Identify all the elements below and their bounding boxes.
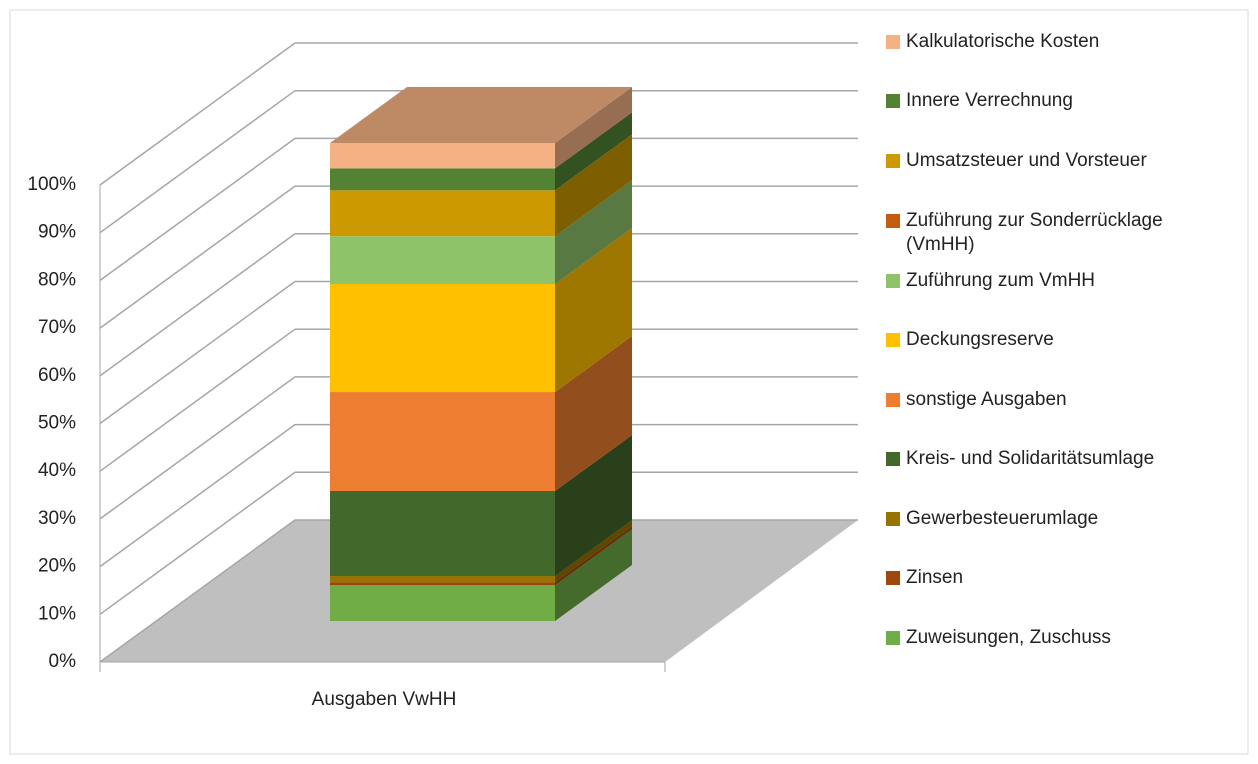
y-tick-label: 60% (38, 365, 76, 386)
legend-swatch (886, 512, 900, 526)
bar-segment (330, 392, 555, 491)
y-tick-label: 50% (38, 413, 76, 434)
legend-label: Umsatzsteuer und Vorsteuer (906, 150, 1147, 171)
legend-label: sonstige Ausgaben (906, 389, 1067, 410)
legend-label: Gewerbesteuerumlage (906, 508, 1099, 529)
bar-segment (330, 143, 555, 169)
legend-label: Zinsen (906, 567, 964, 588)
bar-segment-side (555, 529, 632, 621)
legend-label: Innere Verrechnung (906, 90, 1073, 111)
grid-line (99, 471, 858, 615)
legend-label: Kreis- und Solidaritätsumlage (906, 448, 1155, 469)
legend-label: Zuführung zur Sonderrücklage (VmHH) (906, 210, 1163, 255)
legend-swatch (886, 393, 900, 407)
grid-line (99, 423, 858, 568)
bar-segment-side (555, 112, 632, 191)
legend-item: Zuweisungen, Zuschuss (886, 626, 1216, 650)
x-tick-label: Ausgaben VwHH (312, 689, 457, 710)
bar-top (330, 87, 632, 143)
bar-segment (330, 284, 555, 393)
legend-item: Zinsen (886, 566, 1216, 590)
bar-segment (330, 168, 555, 191)
legend-label: Deckungsreserve (906, 329, 1054, 350)
legend-swatch (886, 35, 900, 49)
bar-segment (330, 576, 555, 583)
y-tick-label: 10% (38, 603, 76, 624)
y-tick-label: 80% (38, 269, 76, 290)
legend-item: Kalkulatorische Kosten (886, 30, 1216, 54)
legend-item: Innere Verrechnung (886, 89, 1216, 113)
bar-segment-side (555, 87, 632, 169)
bar-segment-side (555, 336, 632, 491)
bar-segment (330, 582, 555, 586)
y-tick-label: 90% (38, 222, 76, 243)
grid-line (99, 328, 858, 472)
legend-swatch (886, 333, 900, 347)
legend-swatch (886, 631, 900, 645)
bar-segment-side (555, 180, 632, 285)
legend-item: Zuführung zum VmHH (886, 269, 1216, 293)
bar-segment (330, 190, 555, 237)
grid-line (99, 519, 858, 663)
grid-line (99, 42, 858, 186)
legend-label: Kalkulatorische Kosten (906, 31, 1100, 52)
y-tick-label: 20% (38, 556, 76, 577)
legend-label: Zuführung zum VmHH (906, 270, 1096, 291)
legend-label: Zuweisungen, Zuschuss (906, 627, 1111, 648)
bar-segment-side (555, 434, 632, 577)
grid-line (99, 233, 858, 377)
legend-swatch (886, 274, 900, 288)
grid-line (99, 376, 858, 520)
grid-line (99, 89, 858, 234)
legend-swatch (886, 214, 900, 228)
legend-item: Kreis- und Solidaritätsumlage (886, 447, 1216, 471)
legend-item: sonstige Ausgaben (886, 388, 1216, 412)
bar-segment-side (555, 526, 632, 586)
bar-segment (330, 585, 555, 621)
legend-swatch (886, 571, 900, 585)
grid-line (99, 185, 858, 329)
bar-segment-side (555, 134, 632, 237)
legend-swatch (886, 94, 900, 108)
bar-segment-side (555, 228, 632, 393)
legend-swatch (886, 154, 900, 168)
grid-line (99, 280, 858, 425)
y-tick-label: 30% (38, 508, 76, 529)
legend-item: Umsatzsteuer und Vorsteuer (886, 149, 1216, 173)
y-tick-label: 0% (49, 651, 77, 672)
legend-item: Zuführung zur Sonderrücklage (VmHH) (886, 209, 1216, 257)
legend-swatch (886, 452, 900, 466)
bar-segment (330, 490, 555, 577)
legend-item: Deckungsreserve (886, 328, 1216, 352)
legend-item: Gewerbesteuerumlage (886, 507, 1216, 531)
bar-segment-side (555, 520, 632, 583)
grid-line (99, 137, 858, 282)
y-tick-label: 70% (38, 317, 76, 338)
y-tick-label: 100% (27, 174, 76, 195)
y-tick-label: 40% (38, 460, 76, 481)
bar-segment (330, 236, 555, 285)
